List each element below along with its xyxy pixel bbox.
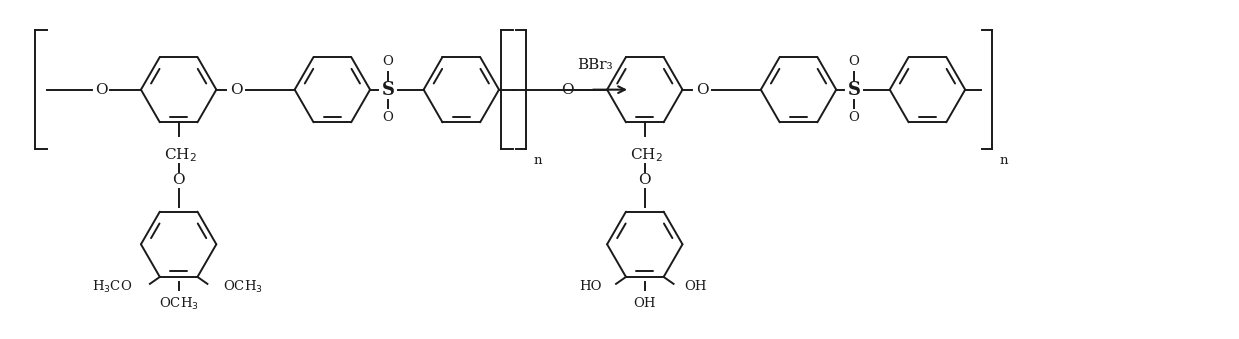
Text: n: n [534,154,543,167]
Text: O: O [696,83,709,97]
Text: O: O [172,173,185,187]
Text: O: O [95,83,108,97]
Text: O: O [561,83,574,97]
Text: HO: HO [579,280,601,293]
Text: O: O [383,111,393,124]
Text: S: S [847,81,861,99]
Text: OCH$_3$: OCH$_3$ [223,279,263,295]
Text: H$_3$CO: H$_3$CO [92,279,133,295]
Text: BBr₃: BBr₃ [577,58,613,72]
Text: O: O [230,83,243,97]
Text: OH: OH [633,297,655,310]
Text: OCH$_3$: OCH$_3$ [159,296,198,312]
Text: S: S [382,81,394,99]
Text: O: O [849,111,860,124]
Text: O: O [849,55,860,68]
Text: OH: OH [684,280,706,293]
Text: CH$_2$: CH$_2$ [631,146,663,164]
Text: O: O [383,55,393,68]
Text: CH$_2$: CH$_2$ [165,146,197,164]
Text: O: O [638,173,652,187]
Text: n: n [1000,154,1009,167]
